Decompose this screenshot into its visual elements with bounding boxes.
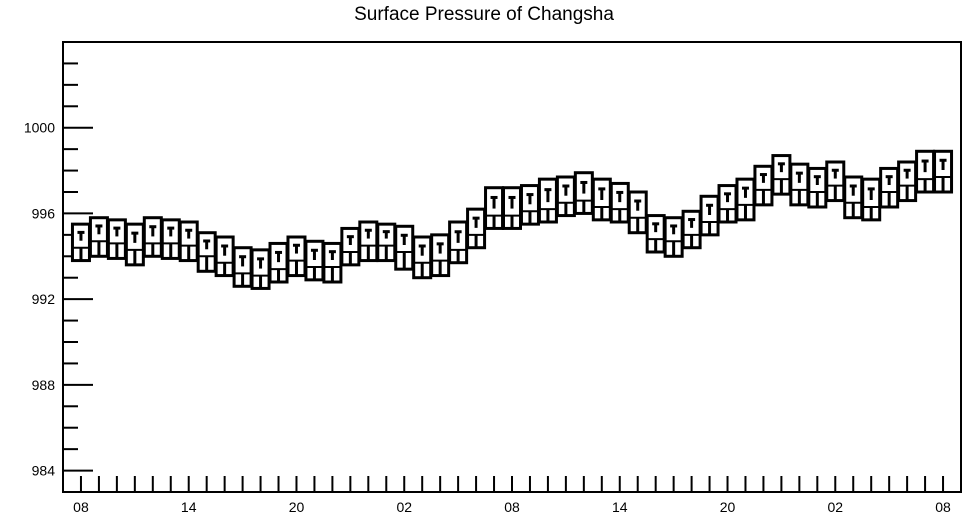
box-item [484, 186, 505, 230]
box-item [933, 149, 954, 194]
box-item [753, 164, 774, 207]
box-item [681, 209, 702, 250]
box-body [627, 190, 648, 235]
box-item [717, 184, 738, 224]
box-item [340, 226, 361, 267]
box-item [448, 220, 469, 265]
box-item [196, 231, 217, 273]
box-item [537, 177, 558, 224]
box-item [286, 235, 307, 278]
box-item [861, 177, 882, 222]
box-item [268, 241, 289, 284]
box-item [789, 162, 810, 207]
box-item [807, 166, 828, 209]
box-item [735, 177, 756, 222]
x-axis: 08 14 20 02 08 14 20 02 08 [73, 476, 951, 515]
box-item [555, 175, 576, 218]
box-item [645, 214, 666, 254]
box-item [160, 218, 181, 260]
box-item [663, 216, 684, 258]
box-item [88, 216, 109, 258]
x-tick-label: 14 [181, 499, 197, 515]
box-item [250, 248, 271, 290]
box-item [573, 171, 594, 215]
box-item [502, 186, 522, 230]
x-tick-label: 20 [289, 499, 305, 515]
box-item [591, 177, 612, 222]
box-item [519, 184, 540, 226]
box-item [106, 218, 127, 260]
y-tick-label: 1000 [24, 120, 55, 136]
box-item [609, 181, 630, 224]
x-tick-label: 14 [612, 499, 628, 515]
box-item [304, 239, 325, 282]
box-item [70, 222, 91, 263]
box-item [214, 235, 235, 278]
box-item [142, 216, 163, 258]
box-item [232, 246, 253, 288]
box-item [124, 222, 145, 267]
x-tick-label: 20 [720, 499, 736, 515]
x-tick-label: 02 [396, 499, 412, 515]
x-tick-label: 08 [935, 499, 951, 515]
x-tick-label: 02 [827, 499, 843, 515]
y-tick-label: 992 [32, 291, 56, 307]
boxplot-series [70, 149, 954, 290]
x-tick-label: 08 [504, 499, 520, 515]
box-item [843, 175, 864, 220]
box-item [178, 220, 199, 263]
y-tick-label: 988 [32, 377, 56, 393]
box-item [627, 190, 648, 235]
y-tick-label: 996 [32, 205, 56, 221]
box-item [358, 220, 379, 263]
box-item [699, 194, 720, 237]
box-item [825, 160, 846, 203]
box-item [879, 166, 900, 209]
box-item [466, 207, 487, 250]
box-item [412, 235, 433, 280]
chart-title: Surface Pressure of Changsha [354, 4, 614, 25]
box-item [897, 160, 918, 203]
box-item [376, 222, 397, 263]
box-item [430, 233, 451, 278]
box-item [915, 149, 936, 194]
box-item [322, 241, 343, 284]
y-axis: 984 988 992 996 1000 [24, 41, 93, 493]
y-tick-label: 984 [32, 463, 56, 479]
x-tick-label: 08 [73, 499, 89, 515]
box-item [394, 224, 415, 271]
box-item [771, 154, 792, 196]
